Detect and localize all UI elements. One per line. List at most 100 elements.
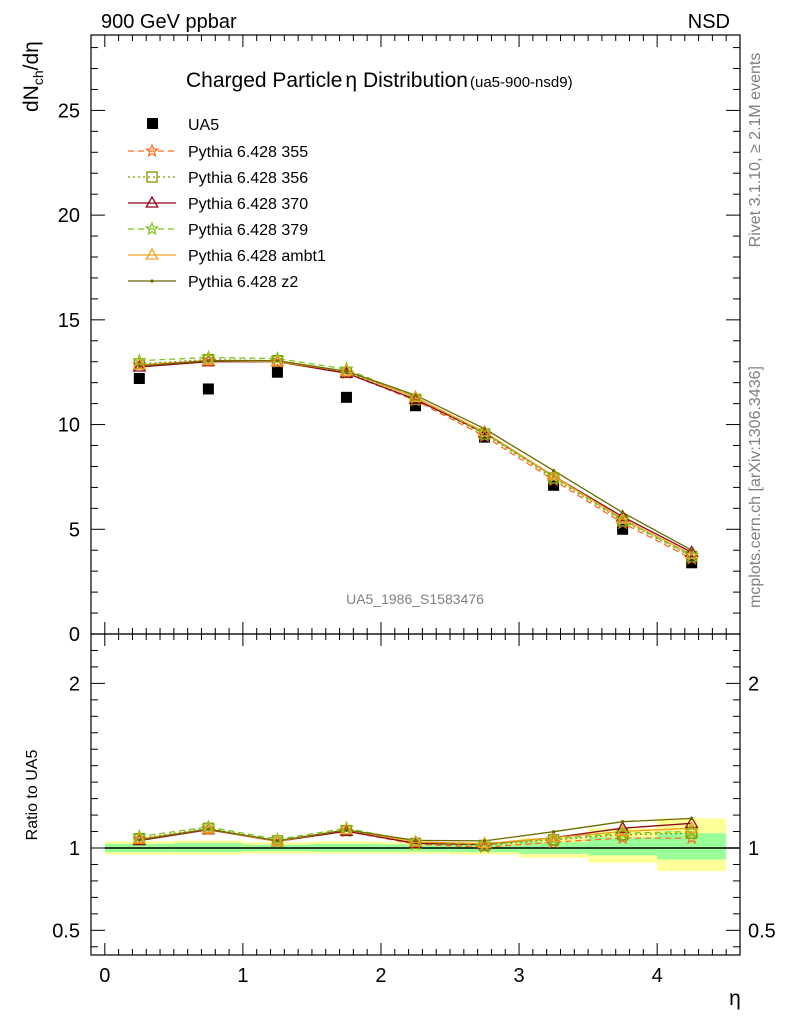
ua5-data-point xyxy=(548,479,560,491)
main-y-tick-label: 25 xyxy=(58,100,80,122)
ratio-point-pythia-6-428-z2 xyxy=(137,838,141,842)
main-point-pythia-6-428-ambt1 xyxy=(684,547,699,560)
ratio-point-pythia-6-428-370 xyxy=(684,816,699,828)
x-tick-label: 2 xyxy=(375,965,386,987)
ratio-point-pythia-6-428-z2 xyxy=(344,828,349,832)
ratio-point-pythia-6-428-ambt1 xyxy=(132,831,147,844)
x-tick-label: 4 xyxy=(652,965,663,987)
ua5-data-point xyxy=(271,366,283,378)
main-point-pythia-6-428-ambt1 xyxy=(546,468,561,481)
ratio-y-tick-label-left: 2 xyxy=(69,673,80,695)
ratio-point-pythia-6-428-355 xyxy=(270,833,285,848)
main-y-tick-label: 20 xyxy=(58,205,80,227)
x-tick-label: 1 xyxy=(237,965,248,987)
legend-entry-pythia-6-428-370: Pythia 6.428 370 xyxy=(128,195,308,213)
legend-marker-pythia-6-428-355 xyxy=(144,143,160,158)
main-point-pythia-6-428-z2 xyxy=(621,510,625,515)
ratio-point-pythia-6-428-z2 xyxy=(551,830,556,834)
main-point-pythia-6-428-370 xyxy=(132,359,147,372)
main-line-pythia-6-428-379 xyxy=(139,356,692,557)
legend-label-pythia-6-428-356: Pythia 6.428 356 xyxy=(188,170,308,187)
chart-title: Charged Particle η Distribution (ua5-900-n… xyxy=(186,69,573,92)
ratio-point-pythia-6-428-z2 xyxy=(482,839,487,843)
legend-label-ua5: UA5 xyxy=(188,117,219,134)
main-axes: 0 5 10 15 20 25 xyxy=(58,35,740,646)
legend-label-pythia-6-428-379: Pythia 6.428 379 xyxy=(188,222,308,239)
ua5-data-point xyxy=(133,372,145,384)
main-point-pythia-6-428-ambt1 xyxy=(477,424,492,437)
main-series-markers xyxy=(131,349,700,565)
main-point-pythia-6-428-355 xyxy=(201,352,216,367)
main-point-pythia-6-428-ambt1 xyxy=(270,354,285,367)
main-point-pythia-6-428-370 xyxy=(615,509,630,522)
main-point-pythia-6-428-ambt1 xyxy=(201,353,216,366)
ratio-point-pythia-6-428-ambt1 xyxy=(201,821,216,834)
x-axis-label: η xyxy=(729,987,741,1010)
legend-entry-pythia-6-428-ambt1: Pythia 6.428 ambt1 xyxy=(128,247,326,265)
ratio-point-pythia-6-428-ambt1 xyxy=(408,834,423,847)
legend-marker-pythia-6-428-379 xyxy=(144,221,160,236)
legend-entry-pythia-6-428-355: Pythia 6.428 355 xyxy=(128,143,308,161)
main-point-pythia-6-428-z2 xyxy=(275,359,280,363)
ratio-point-pythia-6-428-356 xyxy=(686,827,698,839)
legend-label-pythia-6-428-ambt1: Pythia 6.428 ambt1 xyxy=(188,248,326,265)
ratio-point-pythia-6-428-355 xyxy=(615,830,630,845)
main-point-pythia-6-428-z2 xyxy=(551,469,556,473)
main-point-pythia-6-428-379 xyxy=(131,352,147,367)
legend-entry-pythia-6-428-356: Pythia 6.428 356 xyxy=(128,170,308,187)
ratio-point-pythia-6-428-ambt1 xyxy=(684,820,699,833)
main-point-pythia-6-428-ambt1 xyxy=(339,363,354,376)
ratio-point-pythia-6-428-355 xyxy=(131,831,147,846)
legend-entry-pythia-6-428-z2: Pythia 6.428 z2 xyxy=(128,274,298,291)
main-line-pythia-6-428-z2 xyxy=(139,360,693,551)
x-tick-label: 0 xyxy=(99,965,110,987)
main-point-pythia-6-428-z2 xyxy=(206,359,210,363)
main-point-pythia-6-428-355 xyxy=(270,353,285,369)
ratio-point-pythia-6-428-z2 xyxy=(275,839,280,843)
main-line-pythia-6-428-356 xyxy=(139,358,692,558)
ratio-panel-frame xyxy=(90,633,741,956)
main-point-pythia-6-428-ambt1 xyxy=(615,511,630,524)
ratio-point-pythia-6-428-355 xyxy=(201,821,216,836)
ua5-band-stat xyxy=(588,837,658,856)
ratio-point-pythia-6-428-370 xyxy=(615,820,630,833)
main-y-tick-label: 10 xyxy=(58,415,80,437)
ratio-y-tick-label-right: 0.5 xyxy=(748,920,776,942)
main-point-pythia-6-428-ambt1 xyxy=(408,390,423,402)
main-point-pythia-6-428-370 xyxy=(684,545,699,557)
mcplots-citation-label: mcplots.cern.ch [arXiv:1306.3436] xyxy=(747,366,764,608)
legend-marker-ua5 xyxy=(147,118,158,129)
ua5-band-stat xyxy=(657,833,727,860)
ua5-data-point xyxy=(617,523,629,535)
ratio-point-pythia-6-428-ambt1 xyxy=(546,830,561,843)
ratio-point-pythia-6-428-z2 xyxy=(413,838,418,843)
legend-marker-pythia-6-428-z2 xyxy=(150,279,154,283)
main-y-tick-label: 5 xyxy=(69,519,80,541)
legend-entry-ua5: UA5 xyxy=(147,117,219,134)
analysis-watermark: UA5_1986_S1583476 xyxy=(346,591,484,607)
ratio-point-pythia-6-428-z2 xyxy=(206,827,210,831)
legend-entry-pythia-6-428-379: Pythia 6.428 379 xyxy=(128,221,308,239)
ratio-point-pythia-6-428-ambt1 xyxy=(339,822,354,835)
ratio-point-pythia-6-428-355 xyxy=(684,830,700,845)
ua5-data-point xyxy=(410,400,421,412)
legend-marker-pythia-6-428-356 xyxy=(146,171,158,183)
ua5-data-point xyxy=(340,391,352,403)
main-point-pythia-6-428-ambt1 xyxy=(132,357,147,370)
ratio-y-tick-label-left: 0.5 xyxy=(52,920,80,942)
header-right: NSD xyxy=(688,11,730,33)
ratio-axes: 0 1 2 3 4 0.5 0.5 1 1 2 2 xyxy=(52,634,776,987)
ua5-data-point xyxy=(202,383,214,395)
header-left: 900 GeV ppbar xyxy=(101,11,237,33)
main-y-tick-label: 0 xyxy=(69,624,80,646)
main-y-tick-label: 15 xyxy=(58,310,80,332)
main-point-pythia-6-428-z2 xyxy=(344,369,349,373)
main-point-pythia-6-428-z2 xyxy=(413,393,418,397)
ratio-point-pythia-6-428-379 xyxy=(408,834,423,849)
legend: UA5 Pythia 6.428 355 Pythia 6.428 356 Pyth… xyxy=(128,117,326,291)
ratio-point-pythia-6-428-ambt1 xyxy=(477,836,492,849)
legend-label-pythia-6-428-370: Pythia 6.428 370 xyxy=(188,196,308,213)
ratio-y-tick-label-right: 1 xyxy=(748,838,759,860)
ratio-point-pythia-6-428-ambt1 xyxy=(270,834,285,847)
legend-marker-pythia-6-428-370 xyxy=(145,195,159,208)
